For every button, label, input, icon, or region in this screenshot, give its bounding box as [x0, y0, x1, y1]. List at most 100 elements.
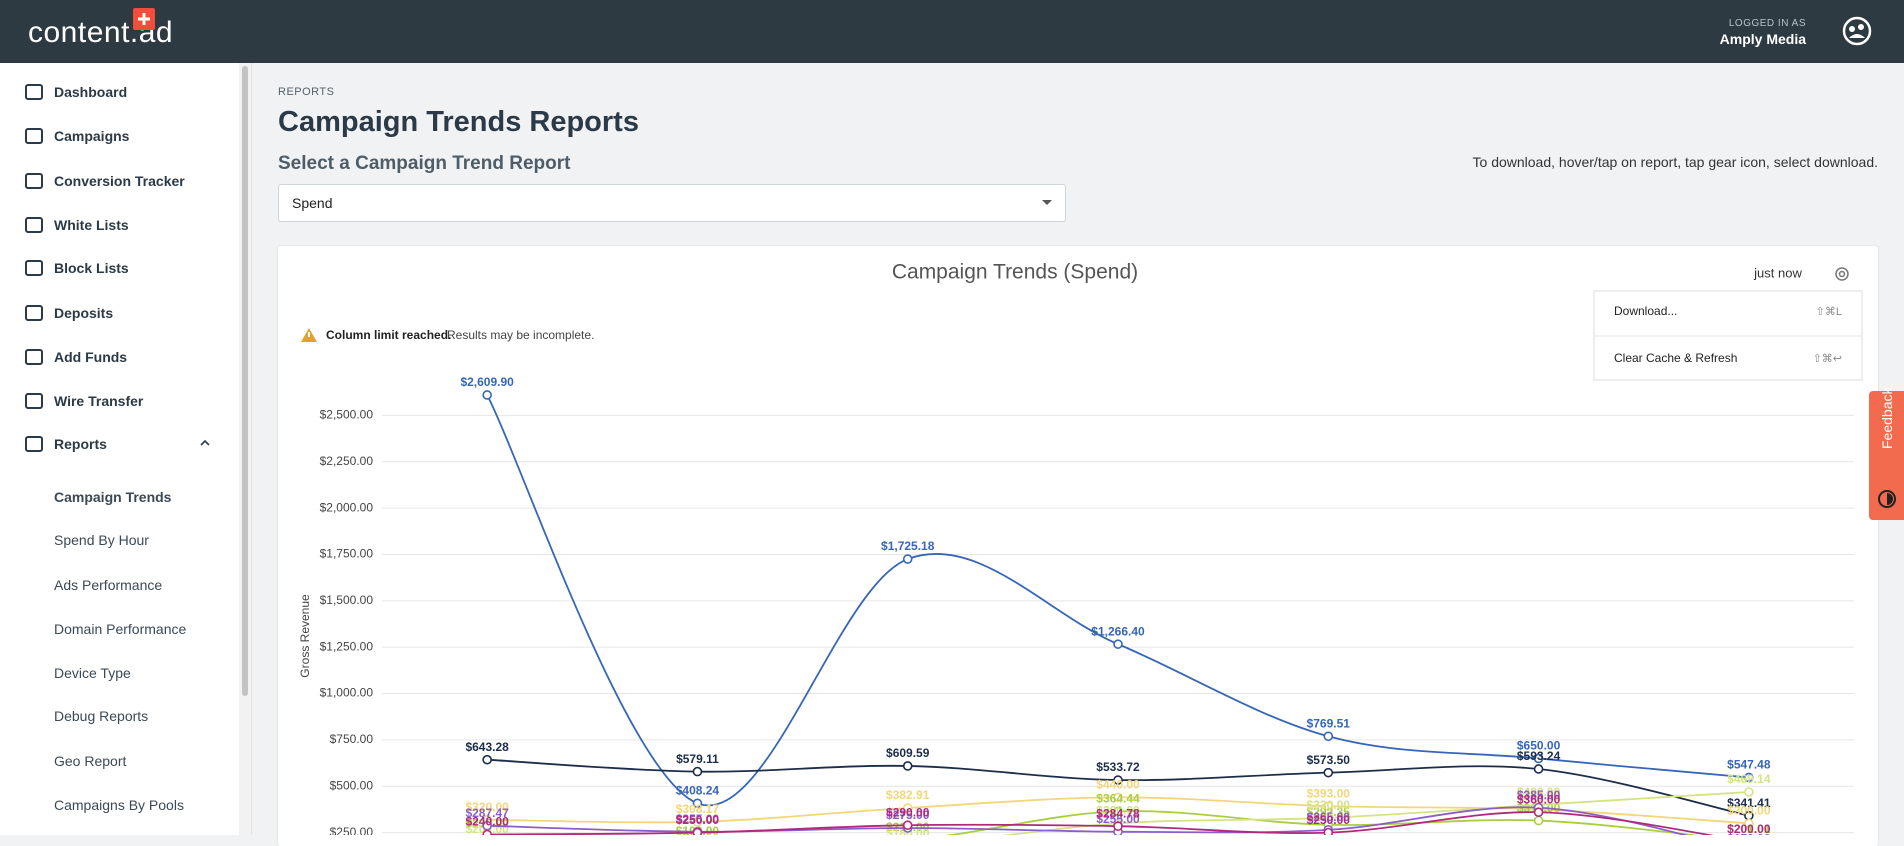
breadcrumb[interactable]: REPORTS — [278, 86, 335, 98]
data-point — [1744, 787, 1754, 797]
nav-icon — [25, 128, 43, 144]
data-point — [692, 817, 703, 827]
nav-icon — [25, 260, 43, 276]
data-label: $469.14 — [1727, 772, 1771, 786]
data-point — [1323, 767, 1334, 778]
data-point — [1113, 639, 1123, 649]
series-line — [486, 394, 1749, 807]
nav-item[interactable]: Wire Transfer — [54, 393, 144, 409]
data-label: $382.91 — [886, 788, 930, 802]
warning-icon — [301, 328, 317, 342]
data-label: $300.00 — [1727, 804, 1771, 818]
data-point — [902, 820, 913, 831]
feedback-tab[interactable]: Feedback — [1869, 387, 1904, 520]
chart-title: Campaign Trends (Spend) — [892, 261, 1138, 284]
nav-sub-item[interactable]: Campaign Trends — [54, 489, 172, 505]
y-tick-label: $1,500.00 — [320, 593, 374, 607]
nav-sub-item[interactable]: Geo Report — [54, 753, 127, 769]
data-label: $150.00 — [1727, 831, 1771, 835]
data-point — [482, 820, 492, 831]
nav-item[interactable]: Block Lists — [54, 260, 129, 276]
nav-item[interactable]: Campaigns — [54, 128, 130, 144]
nav-item[interactable]: Dashboard — [54, 84, 128, 100]
data-point — [1113, 821, 1123, 831]
user-name[interactable]: Amply Media — [1719, 31, 1806, 47]
nav-icon — [25, 436, 43, 452]
nav-icon — [25, 217, 43, 233]
data-label: $593.24 — [1517, 749, 1561, 763]
data-point — [482, 829, 492, 835]
data-point — [1113, 806, 1123, 817]
data-label: $385.00 — [1517, 788, 1561, 802]
data-label: $364.44 — [1096, 792, 1140, 806]
y-tick-label: $750.00 — [330, 732, 374, 746]
nav-sub-item[interactable]: Debug Reports — [54, 708, 149, 724]
page-title: Campaign Trends Reports — [278, 106, 639, 138]
nav-sub-item[interactable]: Device Type — [54, 665, 131, 681]
avatar[interactable] — [1842, 16, 1872, 46]
data-point — [1113, 775, 1123, 785]
y-tick-label: $2,250.00 — [320, 454, 374, 468]
report-select[interactable]: Spend — [278, 184, 1066, 222]
data-label: $393.00 — [1307, 786, 1351, 800]
y-tick-label: $1,000.00 — [320, 686, 374, 700]
sidebar: Dashboard Campaigns Conversion Tracker Whit… — [0, 63, 239, 835]
data-label: $240.00 — [465, 815, 509, 829]
data-label: $533.72 — [1096, 760, 1140, 774]
logo-badge — [133, 8, 155, 30]
data-label: $1,725.18 — [881, 539, 935, 553]
gear[interactable] — [1835, 267, 1849, 281]
header: content.ad LOGGED IN AS Amply Media — [0, 0, 1904, 63]
nav-sub-item[interactable]: Campaigns By Pools — [54, 797, 184, 813]
nav-icon — [25, 173, 43, 189]
data-label: $650.00 — [1517, 739, 1561, 753]
data-point — [1533, 753, 1544, 764]
data-point — [1533, 807, 1544, 818]
feedback-label: Feedback — [1879, 387, 1895, 449]
data-label: $287.47 — [465, 806, 509, 820]
data-label: $643.28 — [465, 740, 509, 754]
data-label: $255.00 — [676, 812, 720, 826]
warning-text: Results may be incomplete. — [447, 328, 594, 342]
y-tick-label: $1,750.00 — [320, 547, 374, 561]
menu-item[interactable]: Clear Cache & Refresh — [1614, 351, 1737, 365]
select-caret — [1042, 200, 1052, 205]
nav-sub-item[interactable]: Ads Performance — [54, 577, 163, 593]
nav-icon — [25, 393, 43, 409]
data-point — [1323, 801, 1334, 811]
nav-item[interactable]: Add Funds — [54, 349, 128, 365]
data-point — [1323, 731, 1334, 742]
nav-item[interactable]: Deposits — [54, 305, 114, 321]
data-label: $609.59 — [886, 746, 930, 760]
menu-item[interactable]: Download... — [1614, 304, 1677, 318]
data-label: $330.00 — [1307, 798, 1351, 812]
menu-shortcut: ⇧⌘L — [1816, 306, 1842, 318]
data-point — [1323, 827, 1334, 835]
y-tick-label: $1,250.00 — [320, 639, 374, 653]
menu-shortcut: ⇧⌘↩ — [1813, 353, 1842, 365]
nav-sub-item[interactable]: Spend By Hour — [54, 532, 149, 548]
nav-sub-item[interactable]: Domain Performance — [54, 621, 187, 637]
data-label: $255.00 — [1096, 812, 1140, 826]
data-label: $360.00 — [1517, 792, 1561, 806]
data-label: $284.78 — [1096, 806, 1140, 820]
select-label: Select a Campaign Trend Report — [278, 153, 571, 174]
data-label: $292.35 — [1307, 805, 1351, 819]
scrollbar-thumb[interactable] — [242, 66, 248, 696]
data-point — [902, 803, 913, 813]
nav-icon — [25, 305, 43, 321]
data-point — [1744, 772, 1754, 783]
select-value: Spend — [292, 195, 333, 211]
nav-item[interactable]: White Lists — [54, 217, 129, 233]
nav-item[interactable]: Conversion Tracker — [54, 173, 185, 189]
data-label: $290.00 — [886, 805, 930, 819]
data-label: $400.00 — [1517, 785, 1561, 799]
data-point — [1113, 792, 1123, 803]
nav-item[interactable]: Reports — [54, 436, 107, 452]
collapse-caret[interactable] — [200, 439, 210, 447]
data-label: $375.00 — [1517, 790, 1561, 804]
y-axis-label: Gross Revenue — [298, 594, 312, 678]
warning-bold: Column limit reached. — [326, 328, 451, 342]
